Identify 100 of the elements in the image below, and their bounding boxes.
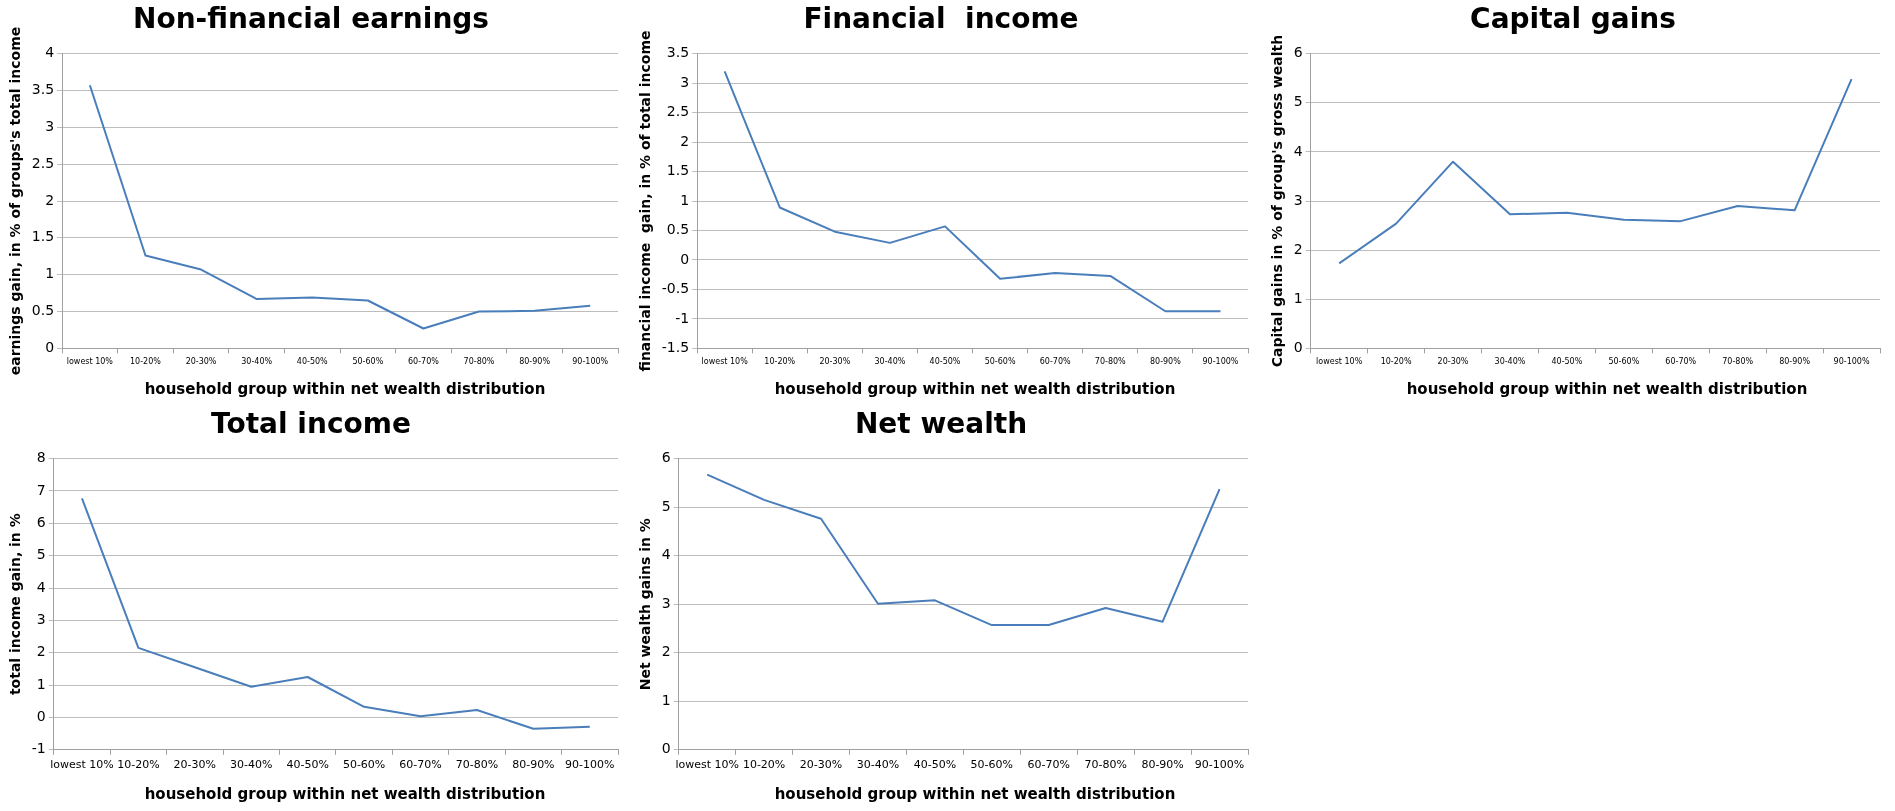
y-tick-label: 2 [1293,240,1303,257]
y-tick-label: 2 [36,643,46,660]
x-tick-label: 30-40% [874,357,906,367]
y-tick-label: 1.5 [31,228,55,245]
x-tick-label: 20-30% [1437,357,1469,367]
x-tick-label: 70-80% [455,758,499,772]
y-tick-label: 5 [661,497,671,514]
x-tick-label: 80-90% [1149,357,1182,367]
y-tick-label: -1 [31,740,46,757]
x-tick-label: 30-40% [230,758,273,772]
y-tick-label: 4 [45,44,55,61]
x-tick-label: 90-100% [1202,357,1239,367]
x-tick-label: 40-50% [913,758,957,772]
x-tick-label: 70-80% [1084,758,1127,772]
x-axis-title: household group within net wealth distribution [143,785,547,803]
chart-title: Total income [211,407,411,441]
y-tick-label: 0.5 [31,302,55,319]
y-tick-label: 2.5 [666,103,690,120]
x-tick-label: 50-60% [342,758,386,772]
y-tick-label: 8 [36,449,46,466]
y-tick-label: -1.5 [661,339,690,356]
y-tick-label: 3.5 [31,81,55,98]
y-tick-label: 6 [36,513,46,530]
y-tick-label: 5 [1293,93,1303,110]
y-tick-label: -0.5 [661,280,690,297]
x-tick-label: 90-100% [565,758,615,772]
y-tick-label: 4 [36,578,46,595]
x-tick-label: 10-20% [742,758,786,772]
x-tick-label: 10-20% [130,357,162,367]
x-tick-label: 80-90% [519,357,551,367]
x-tick-label: 60-70% [1027,758,1070,772]
y-tick-label: 7 [36,481,46,498]
x-tick-label: 40-50% [929,357,961,367]
x-tick-label: 70-80% [1094,357,1127,367]
y-axis-title: Capital gains in % of group's gross wealth [1269,34,1286,368]
x-tick-label: 50-60% [352,357,384,367]
y-axis-title: earnings gain, in % of groups's total income [7,26,24,376]
x-tick-label: lowest 10% [701,357,749,367]
y-axis-title: financial income gain, in % of total income [637,30,654,372]
y-tick-label: 3 [45,117,55,134]
y-tick-label: 0 [1293,339,1303,356]
x-tick-label: 60-70% [1665,357,1697,367]
x-tick-label: 50-60% [984,357,1016,367]
x-axis-title: household group within net wealth distribution [773,380,1177,398]
chart-title: Non-financial earnings [132,2,490,36]
x-tick-label: 90-100% [1194,758,1245,772]
chart-title: Financial income [803,2,1079,36]
x-tick-label: 30-40% [1494,357,1526,367]
chart-title: Net wealth [854,407,1028,441]
y-tick-label: 3 [36,611,46,628]
x-tick-label: 90-100% [1833,357,1870,367]
y-tick-label: 0 [45,339,55,356]
x-axis-title: household group within net wealth distribution [143,380,547,398]
y-tick-label: -1 [675,309,690,326]
y-tick-label: 3 [661,594,671,611]
y-tick-label: 4 [1293,142,1303,159]
y-tick-label: 1 [1293,289,1303,306]
x-tick-label: 10-20% [1380,357,1412,367]
x-tick-label: 90-100% [572,357,609,367]
x-tick-label: 80-90% [1141,758,1184,772]
x-axis-title: household group within net wealth distribution [1405,380,1809,398]
x-tick-label: 60-70% [399,758,442,772]
x-tick-label: lowest 10% [1316,357,1363,367]
x-tick-label: 20-30% [173,758,217,772]
y-tick-label: 3 [1293,191,1303,208]
y-tick-label: 0 [36,708,46,725]
y-tick-label: 6 [661,449,671,466]
y-tick-label: 6 [1293,44,1303,61]
y-axis-title: total income gain, in % [7,513,24,696]
x-axis-title: household group within net wealth distribution [773,785,1177,803]
x-tick-label: lowest 10% [675,758,739,772]
y-tick-label: 2 [680,132,690,149]
y-tick-label: 2 [45,191,55,208]
y-tick-label: 2.5 [31,154,55,171]
x-tick-label: 40-50% [296,357,329,367]
y-tick-label: 1.5 [666,162,690,179]
x-tick-label: 80-90% [1779,357,1811,367]
y-tick-label: 5 [36,546,46,563]
x-tick-label: 60-70% [407,357,440,367]
x-tick-label: lowest 10% [66,357,114,367]
y-tick-label: 1 [680,191,690,208]
x-tick-label: 70-80% [1722,357,1754,367]
y-tick-label: 1 [45,265,55,282]
chart-title: Capital gains [1470,2,1676,36]
y-tick-label: 3.5 [666,44,690,61]
x-tick-label: 80-90% [512,758,555,772]
y-tick-label: 0 [680,250,690,267]
y-tick-label: 0 [661,740,671,757]
y-tick-label: 0.5 [666,221,690,238]
y-tick-label: 3 [680,73,690,90]
x-tick-label: 20-30% [185,357,217,367]
x-tick-label: 30-40% [856,758,900,772]
x-tick-label: 50-60% [1608,357,1640,367]
x-tick-label: 70-80% [463,357,495,367]
x-tick-label: 20-30% [799,758,843,772]
y-tick-label: 1 [661,691,671,708]
x-tick-label: 30-40% [241,357,273,367]
y-tick-label: 2 [661,643,671,660]
x-tick-label: 10-20% [764,357,796,367]
x-tick-label: 40-50% [286,758,329,772]
